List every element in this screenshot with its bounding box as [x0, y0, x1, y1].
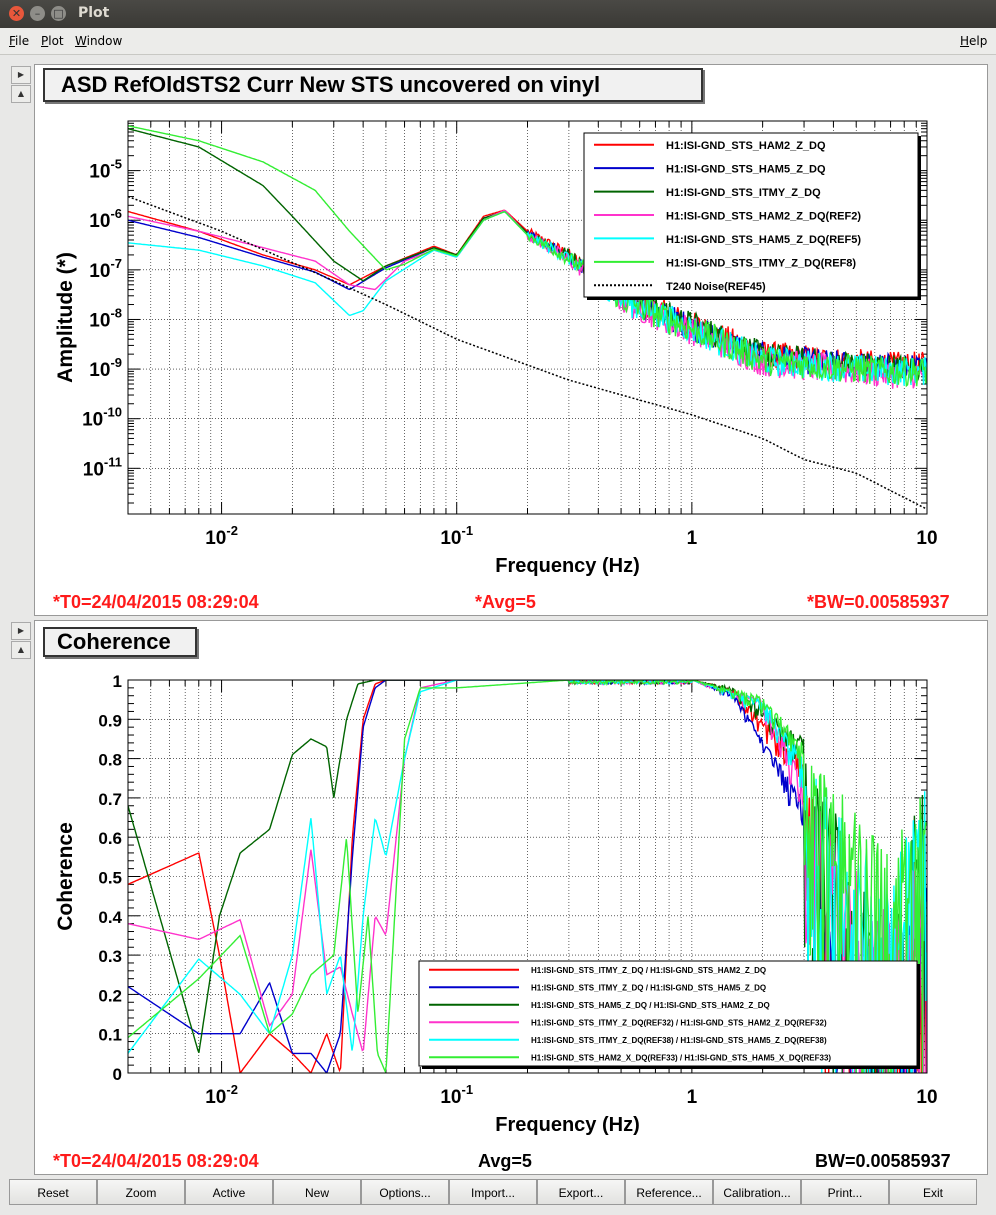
active-button[interactable]: Active: [185, 1179, 273, 1205]
menu-help[interactable]: Help: [960, 34, 988, 48]
legend-entry-label: H1:ISI-GND_STS_ITMY_Z_DQ(REF38) / H1:ISI…: [531, 1036, 827, 1045]
options-button[interactable]: Options...: [361, 1179, 449, 1205]
x-tick-label: 10-1: [440, 523, 473, 549]
chart1-legend: H1:ISI-GND_STS_ITMY_Z_DQ / H1:ISI-GND_ST…: [418, 960, 920, 1069]
panel2-expand-button[interactable]: ▶: [11, 622, 31, 640]
y-tick-label: 0.7: [98, 790, 122, 809]
panel1-title: ASD RefOldSTS2 Curr New STS uncovered on…: [43, 68, 703, 102]
zoom-button[interactable]: Zoom: [97, 1179, 185, 1205]
y-tick-label: 1: [113, 672, 122, 691]
y-tick-label: 10-6: [89, 206, 122, 232]
y-tick-label: 0.2: [98, 986, 122, 1005]
coherence-chart: 10-2 10-1 1 10 0 0.1 0.2 0.3 0.4 0.5 0.6 0.7 0.8 0.9 1…: [54, 672, 938, 1136]
panel1-avg: *Avg=5: [475, 592, 536, 612]
panel2-t0: *T0=24/04/2015 08:29:04: [53, 1151, 259, 1171]
bottom-toolbar: Reset Zoom Active New Options... Import.…: [0, 1176, 996, 1215]
series-line-5: [128, 125, 927, 388]
panel2-title: Coherence: [43, 627, 197, 657]
panel1-bw: *BW=0.00585937: [807, 592, 950, 612]
export-button[interactable]: Export...: [537, 1179, 625, 1205]
y-tick-label: 10-8: [89, 305, 122, 331]
chart0-legend: H1:ISI-GND_STS_HAM2_Z_DQ H1:ISI-GND_STS_H…: [583, 132, 921, 300]
y-tick-label: 0.1: [98, 1026, 122, 1045]
y-tick-label: 0.5: [98, 869, 122, 888]
import-button[interactable]: Import...: [449, 1179, 537, 1205]
window-titlebar: ✕ – □ Plot: [0, 0, 996, 28]
maximize-icon[interactable]: □: [51, 6, 66, 21]
x-tick-label: 10-1: [440, 1082, 473, 1108]
legend-entry-label: H1:ISI-GND_STS_HAM5_Z_DQ(REF5): [666, 234, 861, 246]
series-line-5: [128, 680, 927, 1073]
legend-entry-label: T240 Noise(REF45): [666, 281, 766, 293]
y-tick-label: 10-7: [89, 256, 122, 282]
y-tick-label: 0.3: [98, 947, 122, 966]
y-tick-label: 0.4: [98, 908, 122, 927]
y-tick-label: 10-10: [82, 405, 122, 431]
legend-entry-label: H1:ISI-GND_STS_HAM5_Z_DQ: [666, 164, 826, 176]
x-tick-label: 10-2: [205, 1082, 238, 1108]
x-axis-label: Frequency (Hz): [495, 555, 639, 577]
legend-entry-label: H1:ISI-GND_STS_HAM2_Z_DQ: [666, 140, 826, 152]
reset-button[interactable]: Reset: [9, 1179, 97, 1205]
y-tick-label: 0.6: [98, 829, 122, 848]
calibration-button[interactable]: Calibration...: [713, 1179, 801, 1205]
exit-button[interactable]: Exit: [889, 1179, 977, 1205]
menu-plot[interactable]: Plot: [41, 34, 64, 48]
x-tick-label: 1: [687, 1087, 698, 1108]
series-line-6: [128, 195, 927, 510]
legend-entry-label: H1:ISI-GND_STS_HAM5_Z_DQ / H1:ISI-GND_ST…: [531, 1001, 770, 1010]
y-tick-label: 0.9: [98, 711, 122, 730]
coherence-plot-panel: Coherence 10-2 10-1 1 10 0 0.1 0.2 0.3 0.4 0.5 0.6…: [34, 620, 988, 1175]
plot-frame: [127, 120, 928, 515]
y-tick-label: 10-11: [83, 454, 122, 480]
panel1-t0: *T0=24/04/2015 08:29:04: [53, 592, 259, 612]
series-line-4: [128, 680, 927, 1073]
asd-plot-panel: ASD RefOldSTS2 Curr New STS uncovered on…: [34, 64, 988, 616]
print-button[interactable]: Print...: [801, 1179, 889, 1205]
asd-chart: 10-2 10-1 1 1010-1110-1010-910-810-710-610-…: [54, 120, 938, 577]
panel1-expand-button[interactable]: ▶: [11, 66, 31, 84]
legend-entry-label: H1:ISI-GND_STS_ITMY_Z_DQ: [666, 187, 821, 199]
y-tick-label: 10-5: [89, 157, 122, 183]
plot-frame: [127, 679, 928, 1074]
legend-entry-label: H1:ISI-GND_STS_ITMY_Z_DQ(REF32) / H1:ISI…: [531, 1018, 827, 1027]
menu-window[interactable]: Window: [75, 34, 123, 48]
new-button[interactable]: New: [273, 1179, 361, 1205]
menu-file[interactable]: File: [9, 34, 30, 48]
legend-entry-label: H1:ISI-GND_STS_ITMY_Z_DQ / H1:ISI-GND_ST…: [531, 966, 766, 975]
legend-box: [418, 960, 918, 1067]
window-title: Plot: [78, 5, 110, 21]
chart0-series-group: [128, 125, 927, 510]
y-tick-label: 10-9: [89, 355, 122, 381]
y-axis-label: Amplitude (*): [54, 252, 77, 383]
menu-bar: File Plot Window Help: [0, 28, 996, 55]
x-axis-label: Frequency (Hz): [495, 1114, 639, 1136]
panel1-collapse-button[interactable]: ▲: [11, 85, 31, 103]
legend-entry-label: H1:ISI-GND_STS_HAM2_X_DQ(REF33) / H1:ISI…: [531, 1053, 831, 1062]
panel2-avg: Avg=5: [478, 1151, 532, 1171]
legend-entry-label: H1:ISI-GND_STS_HAM2_Z_DQ(REF2): [666, 211, 861, 223]
y-axis-label: Coherence: [54, 822, 77, 931]
reference-button[interactable]: Reference...: [625, 1179, 713, 1205]
x-tick-label: 10-2: [205, 523, 238, 549]
x-tick-label: 1: [687, 528, 698, 549]
panel2-collapse-button[interactable]: ▲: [11, 641, 31, 659]
panel2-bw: BW=0.00585937: [815, 1151, 951, 1171]
legend-entry-label: H1:ISI-GND_STS_ITMY_Z_DQ / H1:ISI-GND_ST…: [531, 983, 766, 992]
y-tick-label: 0: [113, 1065, 122, 1084]
chart1-series-group: [128, 680, 927, 1073]
series-line-3: [128, 680, 927, 1073]
y-tick-label: 0.8: [98, 751, 122, 770]
close-icon[interactable]: ✕: [9, 6, 24, 21]
x-tick-label: 10: [916, 528, 937, 549]
legend-entry-label: H1:ISI-GND_STS_ITMY_Z_DQ(REF8): [666, 257, 856, 269]
x-tick-label: 10: [916, 1087, 937, 1108]
minimize-icon[interactable]: –: [30, 6, 45, 21]
